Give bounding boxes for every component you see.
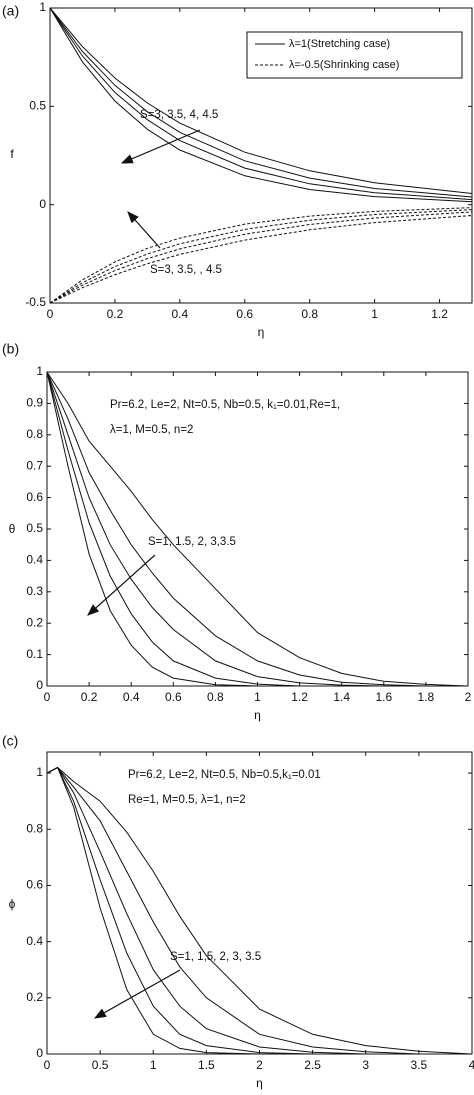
x-tick-label: 1.6	[375, 690, 392, 704]
y-tick-label: 0.4	[26, 553, 43, 567]
y-tick-label: -0.5	[25, 295, 46, 309]
data-line	[46, 766, 472, 1055]
x-tick-label: 1.5	[198, 1058, 215, 1072]
x-tick-label: 1.4	[333, 690, 350, 704]
annotation: S=1, 1.5, 2, 3,3.5	[148, 536, 236, 548]
x-tick-label: 1.2	[291, 690, 308, 704]
y-tick-label: 0	[36, 1046, 43, 1060]
x-tick-label: 2.5	[304, 1058, 321, 1072]
y-tick-label: 0	[36, 678, 43, 692]
data-line	[46, 766, 473, 1055]
data-line	[49, 209, 473, 304]
x-tick-label: 1	[254, 690, 261, 704]
x-tick-label: 0.4	[172, 307, 189, 321]
y-tick-label: 1	[36, 765, 43, 779]
x-axis-label: η	[254, 708, 261, 722]
data-line	[46, 371, 468, 687]
annotation: Pr=6.2, Le=2, Nt=0.5, Nb=0.5, k₁=0.01,Re…	[110, 399, 340, 411]
y-axis-label: θ	[9, 522, 16, 536]
y-tick-label: 0.4	[26, 934, 43, 948]
x-tick-label: 1	[371, 307, 378, 321]
data-line	[46, 766, 472, 1055]
annotation: S=1, 1,5, 2, 3, 3.5	[170, 951, 261, 963]
y-tick-label: 0.6	[26, 490, 43, 504]
data-line	[49, 7, 473, 194]
x-tick-label: 3.5	[411, 1058, 428, 1072]
y-tick-label: 0	[39, 197, 46, 211]
x-axis-label: η	[256, 1076, 263, 1090]
data-line	[46, 766, 472, 1055]
y-tick-label: 0.7	[26, 458, 43, 472]
x-tick-label: 0.8	[301, 307, 318, 321]
plot-frame	[46, 371, 469, 687]
x-tick-label: 4	[469, 1058, 474, 1072]
annotation: S=3, 3.5, , 4.5	[150, 264, 222, 276]
y-tick-label: 0.1	[26, 647, 43, 661]
x-tick-label: 1.2	[431, 307, 448, 321]
legend-label: λ=1(Stretching case)	[289, 38, 390, 50]
panel-label: (a)	[2, 3, 19, 19]
panel-label: (c)	[2, 733, 18, 749]
x-tick-label: 2	[465, 690, 472, 704]
x-tick-label: 3	[362, 1058, 369, 1072]
data-line	[49, 7, 473, 198]
y-tick-label: 0.2	[26, 990, 43, 1004]
x-tick-label: 0.6	[236, 307, 253, 321]
y-axis-label: f	[10, 147, 14, 161]
y-tick-label: 1	[39, 0, 46, 14]
x-tick-label: 0	[44, 1058, 51, 1072]
x-axis-label: η	[258, 325, 265, 339]
data-line	[49, 7, 473, 201]
arrow	[120, 129, 201, 164]
y-tick-label: 0.5	[29, 99, 46, 113]
y-tick-label: 0.5	[26, 521, 43, 535]
annotation: Pr=6.2, Le=2, Nt=0.5, Nb=0.5,k₁=0.01	[128, 769, 321, 781]
data-line	[46, 766, 472, 1055]
x-tick-label: 1	[150, 1058, 157, 1072]
x-tick-label: 0.2	[107, 307, 124, 321]
y-tick-label: 0.2	[26, 615, 43, 629]
y-tick-label: 0.9	[26, 396, 43, 410]
x-tick-label: 1.8	[418, 690, 435, 704]
annotation: λ=1, M=0.5, n=2	[110, 424, 193, 436]
data-line	[49, 211, 473, 304]
y-tick-label: 0.8	[26, 821, 43, 835]
arrow	[127, 211, 161, 249]
x-tick-label: 2	[256, 1058, 263, 1072]
plot-frame	[49, 7, 473, 304]
data-line	[49, 207, 473, 304]
data-line	[49, 7, 473, 203]
data-line	[46, 371, 468, 687]
data-line	[46, 371, 468, 687]
data-line	[49, 215, 473, 304]
x-tick-label: 0	[44, 690, 51, 704]
legend-label: λ=-0.5(Shrinking case)	[289, 59, 399, 71]
x-tick-label: 0.8	[207, 690, 224, 704]
y-tick-label: 1	[36, 364, 43, 378]
arrow	[87, 554, 156, 616]
annotation: Re=1, M=0.5, λ=1, n=2	[128, 794, 246, 806]
y-axis-label: ϕ	[9, 897, 16, 911]
x-tick-label: 0.5	[92, 1058, 109, 1072]
annotation: S=3, 3.5, 4, 4.5	[140, 109, 218, 121]
data-line	[46, 371, 468, 687]
x-tick-label: 0.2	[81, 690, 98, 704]
x-tick-label: 0.6	[165, 690, 182, 704]
data-line	[46, 371, 469, 687]
arrow	[93, 969, 181, 1019]
legend-box	[246, 31, 463, 79]
x-tick-label: 0.4	[123, 690, 140, 704]
y-tick-label: 0.8	[26, 427, 43, 441]
y-tick-label: 0.3	[26, 584, 43, 598]
x-tick-label: 0	[47, 307, 54, 321]
y-tick-label: 0.6	[26, 878, 43, 892]
panel-label: (b)	[2, 341, 19, 357]
